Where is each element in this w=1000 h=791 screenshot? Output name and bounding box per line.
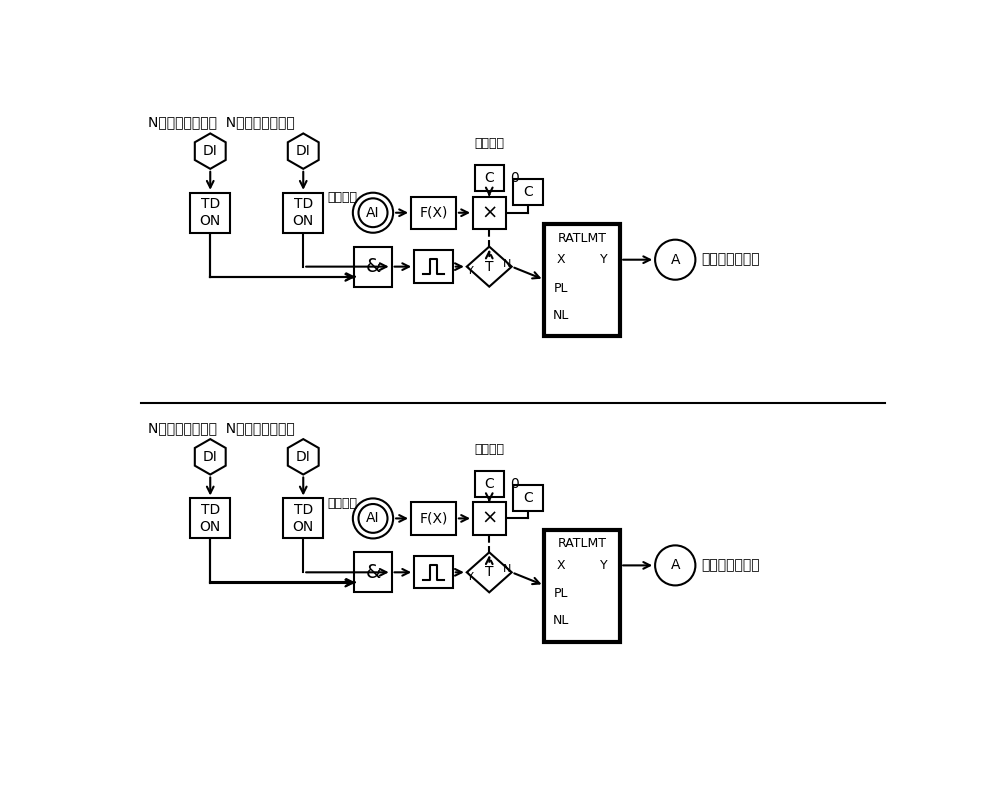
Text: DI: DI [296,450,311,464]
Bar [513,485,543,511]
Text: 0: 0 [510,477,519,490]
Bar [283,498,323,539]
Text: N: N [503,564,511,574]
Text: 补偿煤量: 补偿煤量 [475,137,505,150]
Text: TD
ON: TD ON [293,503,314,534]
Text: A: A [670,252,680,267]
Bar [473,502,506,535]
Circle shape [353,498,393,539]
Text: ×: × [481,509,497,528]
Text: C: C [484,477,494,490]
Text: NL: NL [552,308,569,322]
Bar [473,196,506,229]
Text: 机组功率: 机组功率 [327,497,357,509]
Text: RATLMT: RATLMT [558,537,607,551]
Text: 补偿煤量: 补偿煤量 [475,443,505,456]
Bar [414,251,453,283]
Text: Y: Y [466,572,473,582]
Polygon shape [467,247,512,286]
Polygon shape [195,134,226,168]
Circle shape [655,240,695,280]
Text: DI: DI [296,144,311,158]
Text: X: X [556,253,565,267]
Circle shape [358,199,388,227]
Text: DI: DI [203,450,218,464]
Text: TD
ON: TD ON [200,197,221,229]
Text: 去锅炉主控前馈: 去锅炉主控前馈 [702,558,760,573]
Bar [190,193,230,233]
Text: T: T [485,259,494,274]
Text: 0: 0 [510,171,519,185]
Text: N给煤机信停运号  N磨煤机停运信号: N给煤机信停运号 N磨煤机停运信号 [148,422,295,435]
Polygon shape [288,439,319,475]
Circle shape [358,504,388,533]
Bar [475,165,504,191]
Text: N: N [503,259,511,269]
Text: Y: Y [466,267,473,276]
Text: Y: Y [600,559,608,572]
Bar [190,498,230,539]
Text: A: A [670,558,680,573]
Text: ×: × [481,203,497,222]
Bar [544,530,620,642]
Text: RATLMT: RATLMT [558,232,607,244]
Text: X: X [556,559,565,572]
Text: PL: PL [553,588,568,600]
Bar [411,502,456,535]
Text: PL: PL [553,282,568,295]
Bar [544,225,620,336]
Bar [354,552,392,592]
Polygon shape [288,134,319,168]
Text: C: C [484,171,494,185]
Text: DI: DI [203,144,218,158]
Bar [414,556,453,589]
Text: AI: AI [366,206,380,220]
Text: N给煤机运行信号  N磨煤机运行信号: N给煤机运行信号 N磨煤机运行信号 [148,115,295,130]
Polygon shape [467,552,512,592]
Text: F(X): F(X) [419,206,448,220]
Text: F(X): F(X) [419,512,448,525]
Text: &: & [365,257,381,276]
Circle shape [655,545,695,585]
Text: TD
ON: TD ON [293,197,314,229]
Text: NL: NL [552,615,569,627]
Text: C: C [523,490,533,505]
Bar [354,247,392,286]
Bar [411,196,456,229]
Text: Y: Y [600,253,608,267]
Text: 去锅炉主控前馈: 去锅炉主控前馈 [702,252,760,267]
Circle shape [353,193,393,233]
Bar [283,193,323,233]
Text: &: & [365,563,381,582]
Text: TD
ON: TD ON [200,503,221,534]
Text: C: C [523,185,533,199]
Polygon shape [195,439,226,475]
Text: 机组功率: 机组功率 [327,191,357,204]
Text: T: T [485,566,494,579]
Bar [475,471,504,497]
Bar [513,179,543,205]
Text: AI: AI [366,512,380,525]
